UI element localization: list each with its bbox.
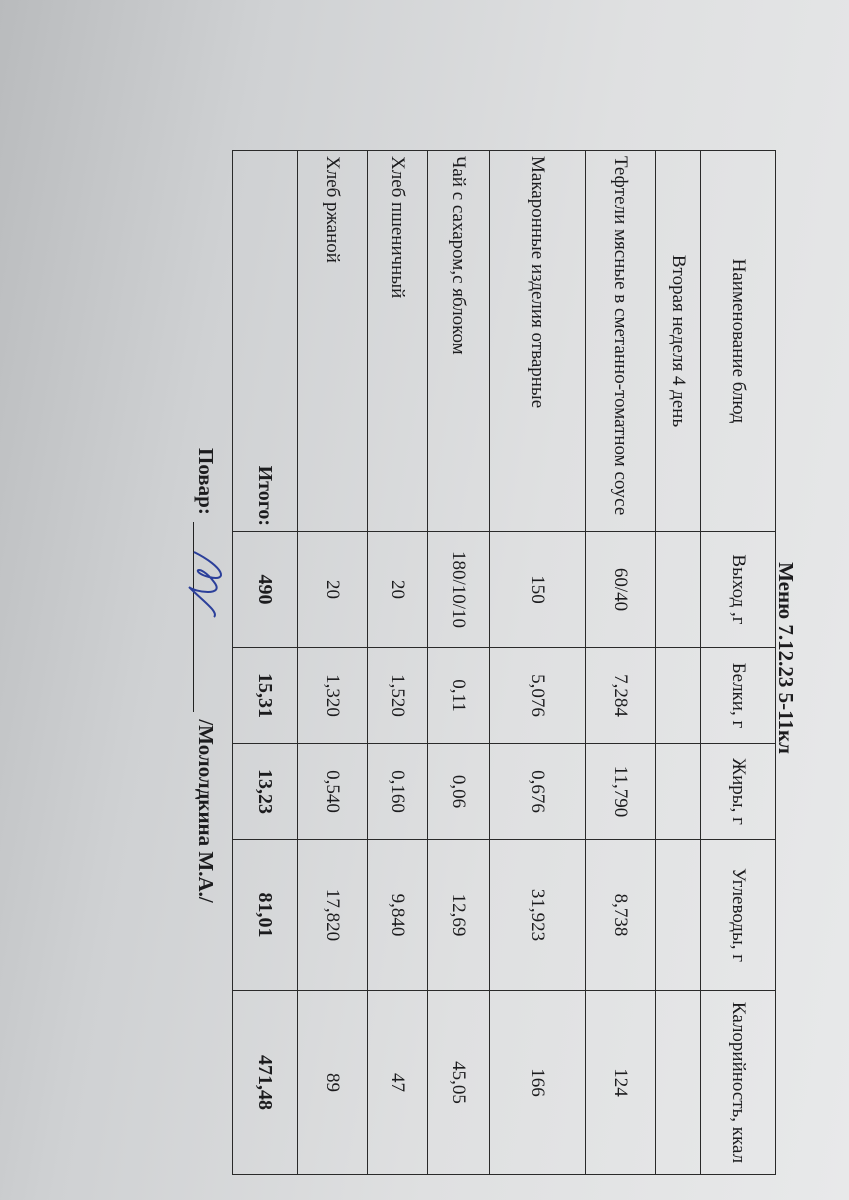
dish-name: Тефтели мясные в сметанно-томатном соусе [585, 150, 656, 532]
yield: 150 [489, 531, 586, 648]
kcal: 166 [489, 990, 586, 1175]
handwritten-signature [188, 522, 222, 713]
header-kcal: Калорийность, ккал [700, 990, 776, 1175]
carbs: 9,840 [367, 839, 428, 991]
protein: 0,11 [427, 647, 490, 744]
yield: 20 [297, 531, 368, 648]
kcal: 47 [367, 990, 428, 1175]
header-name: Наименование блюд [700, 150, 776, 532]
carbs: 17,820 [297, 839, 368, 991]
header-row: Наименование блюд Выход ,г Белки, г Жиры… [700, 150, 776, 1175]
kcal: 45,05 [427, 990, 490, 1175]
yield: 180/10/10 [427, 531, 490, 648]
dish-name: Макаронные изделия отварные [489, 150, 586, 532]
total-label: Итого: [232, 150, 298, 532]
document-title: Меню 7.12.23 5-11кл [774, 562, 798, 754]
header-fat: Жиры, г [700, 743, 776, 840]
table-row: Макаронные изделия отварные 150 5,076 0,… [489, 150, 586, 1175]
menu-document: Меню 7.12.23 5-11кл Наименование блюд Вы… [100, 118, 800, 1178]
section-label: Вторая неделя 4 день [655, 150, 701, 532]
total-protein: 15,31 [232, 647, 298, 744]
signature-line: Повар: /Мололдкина М.А./ [188, 448, 222, 903]
fat: 0,676 [489, 743, 586, 840]
protein: 7,284 [585, 647, 656, 744]
table-row: Хлеб пшеничный 20 1,520 0,160 9,840 47 [367, 150, 428, 1175]
yield: 60/40 [585, 531, 656, 648]
table-row: Чай с сахаром,с яблоком 180/10/10 0,11 0… [427, 150, 490, 1175]
section-row: Вторая неделя 4 день [655, 150, 701, 1175]
total-carbs: 81,01 [232, 839, 298, 991]
fat: 11,790 [585, 743, 656, 840]
table-row: Тефтели мясные в сметанно-томатном соусе… [585, 150, 656, 1175]
menu-table: Наименование блюд Выход ,г Белки, г Жиры… [232, 150, 776, 1175]
dish-name: Хлеб ржаной [297, 150, 368, 532]
total-yield: 490 [232, 531, 298, 648]
carbs: 12,69 [427, 839, 490, 991]
kcal: 89 [297, 990, 368, 1175]
protein: 1,520 [367, 647, 428, 744]
chef-name: /Мололдкина М.А./ [194, 719, 218, 903]
fat: 0,06 [427, 743, 490, 840]
header-protein: Белки, г [700, 647, 776, 744]
protein: 1,320 [297, 647, 368, 744]
total-fat: 13,23 [232, 743, 298, 840]
yield: 20 [367, 531, 428, 648]
dish-name: Чай с сахаром,с яблоком [427, 150, 490, 532]
fat: 0,160 [367, 743, 428, 840]
total-kcal: 471,48 [232, 990, 298, 1175]
protein: 5,076 [489, 647, 586, 744]
kcal: 124 [585, 990, 656, 1175]
carbs: 31,923 [489, 839, 586, 991]
carbs: 8,738 [585, 839, 656, 991]
signature-label: Повар: [194, 448, 218, 515]
total-row: Итого: 490 15,31 13,23 81,01 471,48 [232, 150, 298, 1175]
header-yield: Выход ,г [700, 531, 776, 648]
fat: 0,540 [297, 743, 368, 840]
dish-name: Хлеб пшеничный [367, 150, 428, 532]
header-carbs: Углеводы, г [700, 839, 776, 991]
table-row: Хлеб ржаной 20 1,320 0,540 17,820 89 [297, 150, 368, 1175]
